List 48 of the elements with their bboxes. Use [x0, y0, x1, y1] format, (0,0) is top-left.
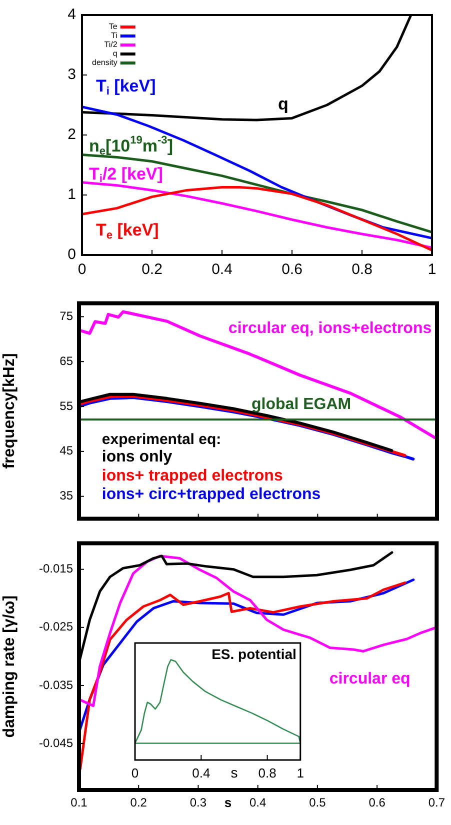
y-tick-label: 1 — [68, 186, 76, 204]
y-tick-label: 2 — [68, 126, 76, 144]
y-tick-label: 55 — [60, 398, 74, 413]
y-tick-label: -0.045 — [38, 736, 74, 750]
text: ions+ trapped electrons — [102, 468, 283, 485]
x-tick-label: 0.7 — [428, 796, 446, 810]
y-tick-label: 3 — [68, 66, 76, 84]
y-tick-label: 75 — [60, 308, 74, 323]
x-tick-label: 0.4 — [249, 796, 266, 810]
x-tick-label: 1 — [428, 261, 436, 278]
x-tick-label: 0 — [131, 765, 139, 780]
annotation: q — [278, 94, 288, 114]
y-tick-label: 45 — [60, 444, 74, 458]
legend-label: Ti/2 — [104, 40, 118, 50]
x-tick-label: 0.2 — [142, 261, 162, 278]
legend-label: density — [92, 58, 118, 68]
chart-title: ES. potential — [212, 646, 296, 662]
text: ions only — [102, 448, 172, 466]
x-axis-title: s — [230, 764, 238, 781]
y-axis-title: damping rate [γ/ω] — [1, 595, 18, 738]
y-tick-label: -0.015 — [38, 562, 74, 576]
series-label: circular eq — [329, 670, 410, 688]
y-tick-label: 4 — [68, 6, 76, 24]
x-tick-label: 0.8 — [258, 765, 276, 780]
x-tick-label: 0.2 — [130, 796, 148, 810]
text: ions+ circ+trapped electrons — [102, 486, 321, 503]
legend-label: Te — [108, 22, 118, 32]
legend-label: Ti — [110, 31, 118, 40]
x-tick-label: 0.4 — [192, 765, 210, 780]
y-axis-title: frequency[kHz] — [1, 353, 18, 469]
y-tick-label: 35 — [60, 488, 74, 503]
x-tick-label: 0.3 — [190, 796, 207, 810]
x-tick-label: 0.1 — [70, 796, 88, 810]
annotation: experimental eq: — [102, 431, 222, 448]
x-tick-label: 0.5 — [309, 796, 326, 810]
x-axis-title: s — [224, 794, 232, 810]
y-tick-label: 0 — [68, 246, 76, 264]
x-tick-label: 0.8 — [352, 261, 372, 278]
y-tick-label: -0.025 — [38, 620, 74, 634]
y-tick-label: 65 — [60, 354, 74, 368]
series-label: circular eq, ions+electrons — [228, 320, 432, 338]
x-tick-label: 0.6 — [368, 796, 386, 810]
ref-line-label: global EGAM — [252, 396, 352, 413]
x-tick-label: 0.6 — [282, 261, 302, 278]
x-tick-label: 1 — [296, 765, 304, 780]
x-tick-label: 0.4 — [212, 261, 232, 278]
y-tick-label: -0.035 — [38, 678, 74, 692]
legend-label: q — [112, 49, 118, 58]
